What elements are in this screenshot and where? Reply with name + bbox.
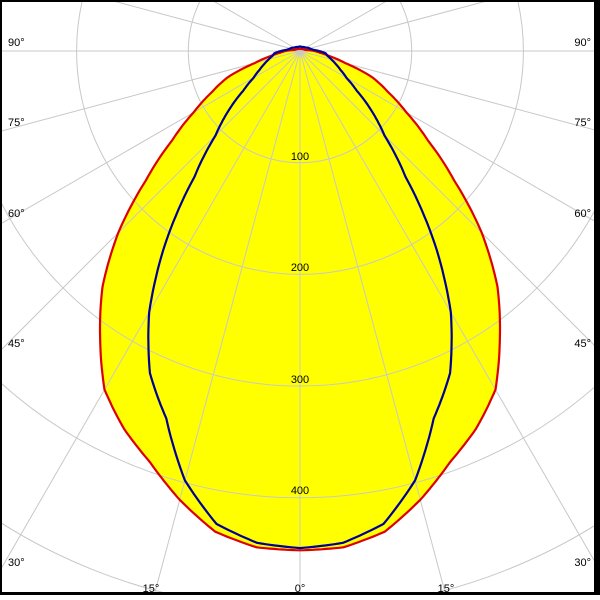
intensity-tick-label: 200 xyxy=(291,262,309,274)
frame-left xyxy=(0,0,2,592)
intensity-tick-label: 400 xyxy=(291,485,309,497)
frame-top xyxy=(0,0,600,2)
angle-label-left: 90° xyxy=(8,37,25,49)
angle-label-right: 45° xyxy=(574,338,591,350)
intensity-circle xyxy=(2,203,594,387)
angle-label-right: 90° xyxy=(574,37,591,49)
angle-ray-line xyxy=(2,50,301,350)
labels: 90°75°60°45°30°90°75°60°45°30°15° 0° 15°10… xyxy=(8,37,591,595)
angle-ray-line xyxy=(299,2,386,52)
angle-ray-line xyxy=(299,50,594,222)
angle-ray-line xyxy=(115,2,301,52)
angle-ray-line xyxy=(2,50,301,132)
frame-right xyxy=(594,0,600,595)
angle-label-right: 30° xyxy=(574,557,591,569)
angle-ray-line xyxy=(299,50,594,131)
angle-ray-line xyxy=(2,50,301,569)
angle-label-left: 75° xyxy=(8,117,25,129)
angle-label-right: 60° xyxy=(574,208,591,220)
frame-bottom xyxy=(0,592,600,595)
angle-ray-line xyxy=(299,2,485,52)
curve-blue xyxy=(147,45,453,550)
intensity-circle xyxy=(2,383,594,499)
angle-ray-line xyxy=(299,50,594,562)
angle-label-right: 75° xyxy=(574,117,591,129)
intensity-tick-label: 300 xyxy=(291,374,309,386)
angle-ray-line xyxy=(154,50,301,592)
intensity-circle xyxy=(76,2,524,275)
angle-label-left: 45° xyxy=(8,338,25,350)
angle-label-bottom: 0° xyxy=(295,583,306,595)
angle-ray-line xyxy=(214,2,301,52)
angle-ray-line xyxy=(299,50,594,346)
angle-label-left: 60° xyxy=(8,208,25,220)
angle-ray-line xyxy=(2,50,301,224)
intensity-tick-label: 100 xyxy=(291,151,309,163)
intensity-circle xyxy=(187,2,413,164)
angle-label-left: 30° xyxy=(8,557,25,569)
angle-ray-line xyxy=(299,50,446,592)
